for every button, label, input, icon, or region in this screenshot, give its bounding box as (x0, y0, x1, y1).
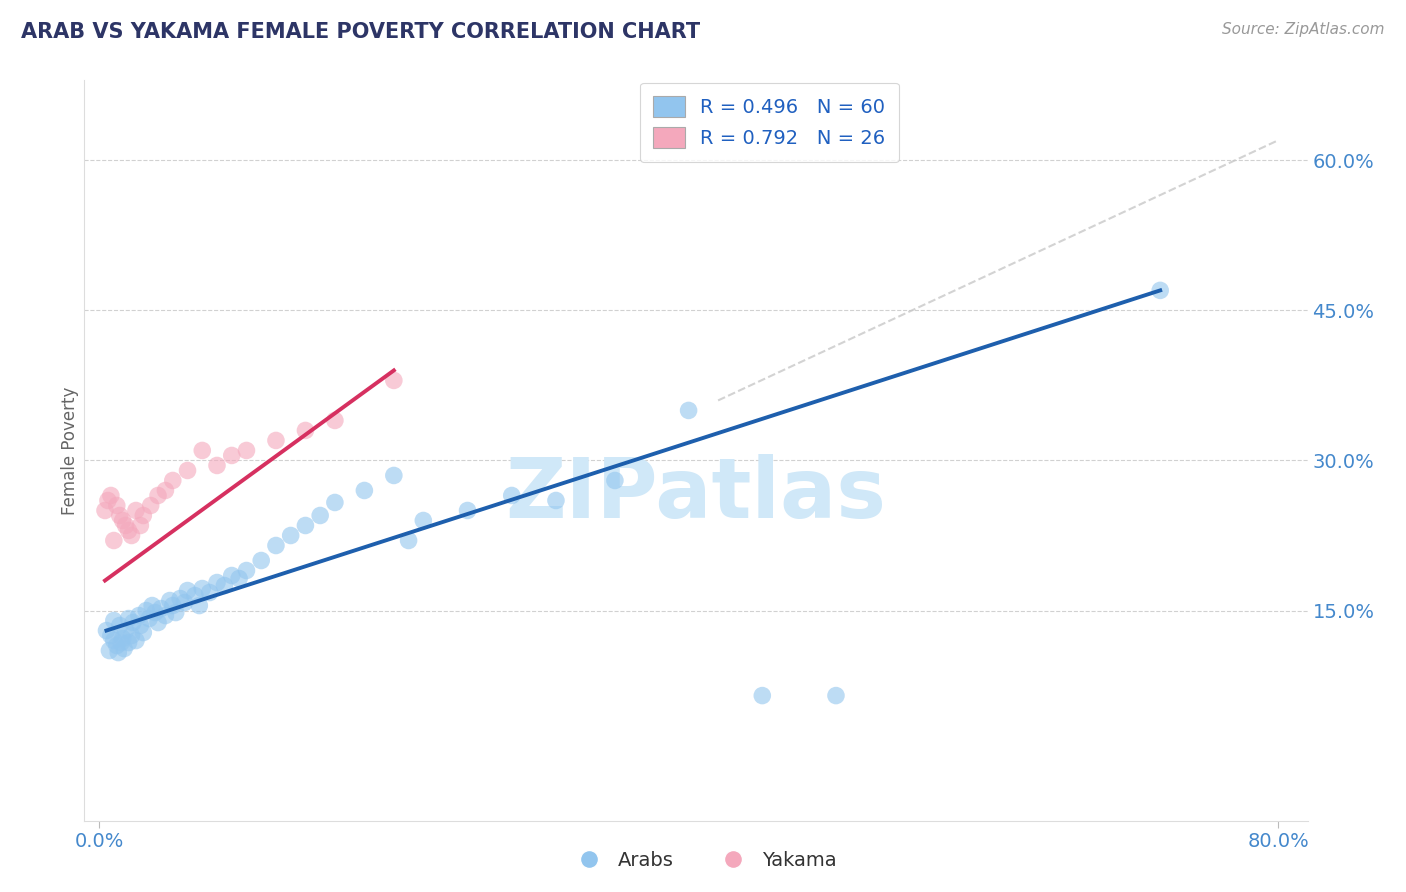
Point (94, 503, 117, 517)
Point (264, 434, 287, 448)
Point (132, 625, 155, 640)
Point (121, 629, 143, 643)
Point (117, 611, 139, 625)
Point (105, 499, 128, 513)
Point (412, 514, 434, 528)
Point (108, 618, 131, 632)
Point (173, 595, 195, 609)
Point (382, 373, 405, 387)
Point (103, 633, 125, 648)
Point (135, 603, 157, 617)
Point (112, 641, 135, 656)
Point (97, 493, 120, 508)
Point (280, 528, 302, 542)
Point (228, 572, 250, 586)
Point (398, 533, 420, 548)
Point (105, 639, 128, 653)
Point (103, 614, 125, 628)
Point (235, 564, 257, 578)
Point (111, 514, 134, 528)
Point (159, 593, 181, 607)
Point (125, 633, 148, 648)
Point (382, 468, 405, 483)
Point (143, 606, 166, 620)
Point (214, 578, 236, 592)
Point (501, 488, 523, 502)
Point (221, 568, 243, 582)
Text: ARAB VS YAKAMA FEMALE POVERTY CORRELATION CHART: ARAB VS YAKAMA FEMALE POVERTY CORRELATIO… (21, 22, 700, 42)
Point (132, 508, 155, 523)
Point (191, 582, 214, 596)
Point (457, 503, 479, 517)
Point (129, 518, 152, 533)
Point (250, 553, 273, 567)
Point (155, 483, 177, 498)
Point (100, 488, 122, 502)
Point (544, 493, 567, 508)
Point (98, 643, 121, 657)
Point (110, 635, 132, 649)
Point (162, 474, 184, 488)
Point (188, 599, 211, 613)
Point (294, 424, 316, 438)
Point (235, 443, 257, 458)
Point (1149, 284, 1171, 298)
Point (141, 599, 163, 613)
Point (184, 589, 207, 603)
Point (603, 474, 626, 488)
Point (111, 632, 134, 646)
Point (162, 599, 184, 613)
Point (114, 624, 136, 638)
Point (122, 615, 145, 630)
Point (353, 483, 375, 498)
Point (129, 618, 152, 632)
Point (751, 689, 773, 703)
Point (198, 585, 221, 599)
Point (114, 518, 136, 533)
Point (138, 611, 160, 625)
Point (191, 443, 214, 458)
Point (121, 528, 143, 542)
Legend: Arabs, Yakama: Arabs, Yakama (562, 843, 844, 878)
Point (678, 403, 700, 417)
Point (323, 413, 346, 427)
Point (128, 608, 150, 623)
Point (264, 539, 287, 553)
Y-axis label: Female Poverty: Female Poverty (62, 386, 80, 515)
Text: Source: ZipAtlas.com: Source: ZipAtlas.com (1222, 22, 1385, 37)
Point (169, 591, 191, 606)
Point (221, 449, 243, 463)
Point (825, 689, 848, 703)
Point (176, 463, 198, 477)
Point (205, 458, 228, 473)
Point (103, 533, 125, 548)
Point (125, 503, 148, 517)
Point (205, 575, 228, 590)
Point (139, 499, 162, 513)
Point (309, 508, 332, 523)
Point (165, 606, 187, 620)
Point (146, 615, 169, 630)
Legend: R = 0.496   N = 60, R = 0.792   N = 26: R = 0.496 N = 60, R = 0.792 N = 26 (640, 83, 898, 162)
Point (150, 601, 173, 615)
Text: ZIPatlas: ZIPatlas (506, 454, 886, 535)
Point (96, 624, 118, 638)
Point (117, 524, 139, 538)
Point (100, 629, 122, 643)
Point (117, 635, 139, 649)
Point (176, 583, 198, 598)
Point (107, 646, 129, 660)
Point (108, 508, 131, 523)
Point (155, 608, 177, 623)
Point (323, 495, 346, 509)
Point (146, 488, 169, 502)
Point (294, 518, 316, 533)
